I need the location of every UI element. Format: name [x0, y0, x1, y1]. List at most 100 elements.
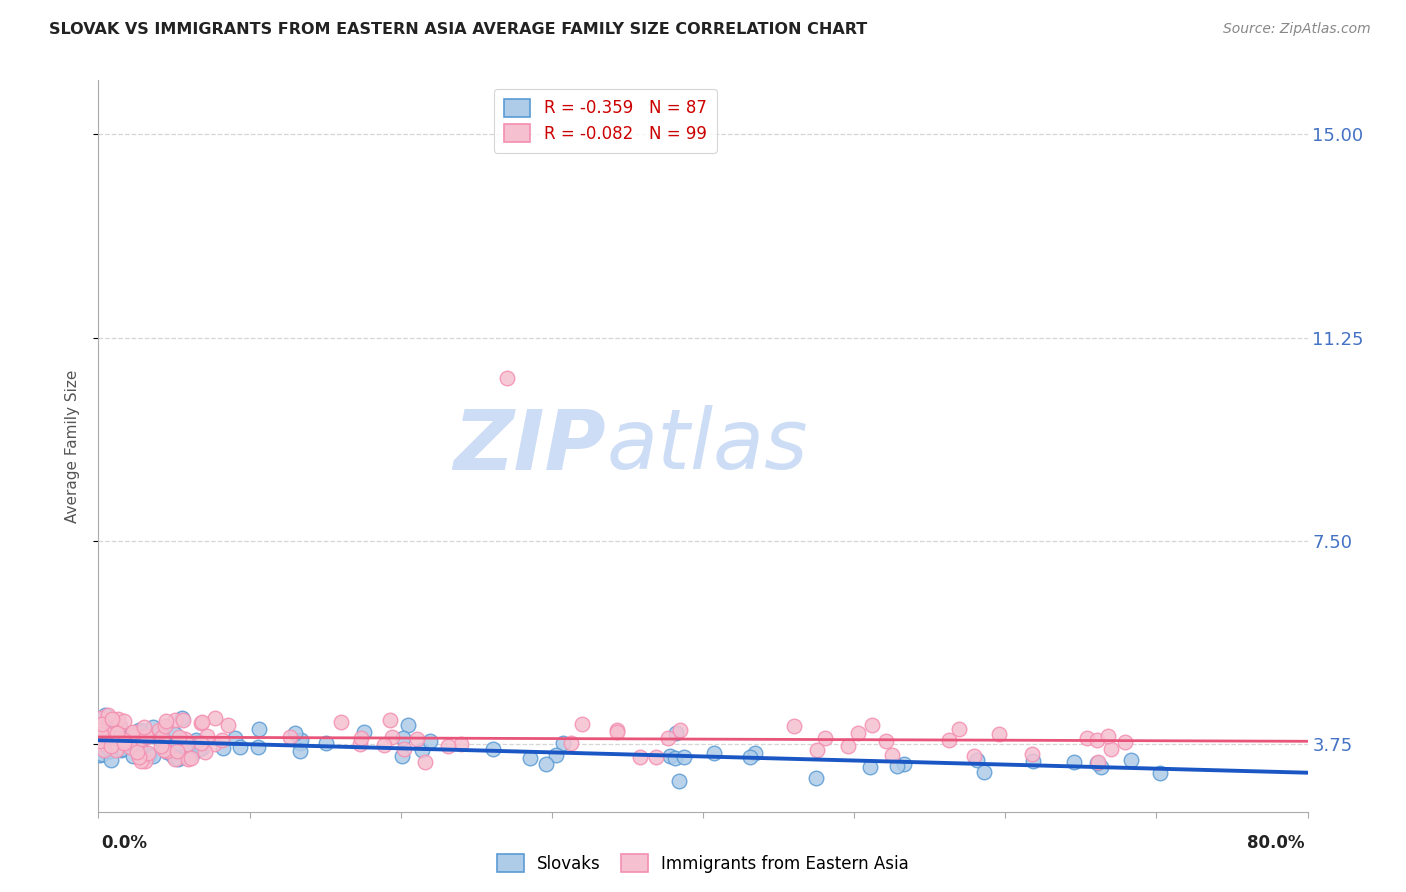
Point — [89, 733, 111, 747]
Point — [534, 757, 557, 772]
Point — [187, 742, 209, 756]
Point — [166, 739, 188, 754]
Point — [560, 736, 582, 750]
Point — [98, 734, 121, 748]
Point — [1099, 742, 1122, 756]
Point — [90, 711, 112, 725]
Legend: R = -0.359   N = 87, R = -0.082   N = 99: R = -0.359 N = 87, R = -0.082 N = 99 — [494, 88, 717, 153]
Point — [973, 764, 995, 779]
Point — [290, 732, 312, 747]
Point — [89, 737, 111, 751]
Legend: Slovaks, Immigrants from Eastern Asia: Slovaks, Immigrants from Eastern Asia — [491, 847, 915, 880]
Point — [606, 723, 628, 737]
Point — [162, 748, 184, 763]
Point — [93, 729, 115, 743]
Point — [846, 726, 869, 740]
Point — [142, 749, 165, 764]
Point — [211, 741, 233, 756]
Point — [1021, 747, 1043, 761]
Point — [1097, 729, 1119, 743]
Point — [349, 737, 371, 751]
Point — [152, 743, 174, 757]
Point — [519, 750, 541, 764]
Point — [381, 730, 404, 744]
Point — [495, 371, 517, 385]
Point — [184, 732, 207, 747]
Point — [875, 734, 897, 748]
Point — [105, 725, 128, 739]
Point — [783, 719, 806, 733]
Text: Source: ZipAtlas.com: Source: ZipAtlas.com — [1223, 22, 1371, 37]
Point — [396, 717, 419, 731]
Point — [107, 712, 129, 726]
Point — [90, 727, 112, 741]
Text: atlas: atlas — [606, 406, 808, 486]
Point — [247, 723, 270, 737]
Point — [90, 747, 112, 761]
Point — [132, 729, 155, 743]
Point — [134, 724, 156, 739]
Point — [105, 743, 128, 757]
Point — [436, 739, 458, 753]
Point — [170, 711, 193, 725]
Point — [1149, 766, 1171, 780]
Point — [98, 744, 121, 758]
Point — [1063, 755, 1085, 769]
Point — [329, 714, 352, 729]
Point — [204, 710, 226, 724]
Point — [415, 755, 437, 769]
Point — [94, 728, 117, 742]
Point — [1087, 733, 1109, 747]
Point — [391, 749, 413, 764]
Point — [482, 742, 505, 756]
Point — [190, 741, 212, 756]
Point — [176, 740, 198, 755]
Point — [571, 717, 593, 731]
Point — [136, 730, 159, 744]
Point — [181, 746, 204, 760]
Point — [125, 736, 148, 750]
Point — [96, 727, 118, 741]
Point — [89, 723, 111, 737]
Point — [882, 748, 904, 763]
Point — [103, 723, 125, 738]
Point — [156, 745, 179, 759]
Point — [100, 739, 122, 754]
Point — [806, 743, 828, 757]
Point — [664, 750, 686, 764]
Point — [173, 731, 195, 746]
Point — [125, 728, 148, 742]
Point — [93, 743, 115, 757]
Point — [167, 731, 190, 745]
Point — [122, 727, 145, 741]
Point — [278, 730, 301, 744]
Point — [645, 750, 668, 764]
Point — [353, 725, 375, 739]
Point — [229, 739, 252, 754]
Point — [149, 739, 172, 753]
Point — [738, 750, 761, 764]
Point — [150, 730, 173, 744]
Text: 80.0%: 80.0% — [1247, 834, 1305, 852]
Point — [163, 713, 186, 727]
Point — [948, 723, 970, 737]
Point — [411, 743, 433, 757]
Point — [166, 752, 188, 766]
Point — [165, 739, 187, 753]
Point — [703, 746, 725, 760]
Point — [315, 736, 337, 750]
Point — [177, 752, 200, 766]
Point — [166, 744, 188, 758]
Point — [142, 720, 165, 734]
Point — [658, 749, 681, 764]
Point — [350, 731, 373, 745]
Point — [135, 729, 157, 743]
Point — [101, 726, 124, 740]
Text: SLOVAK VS IMMIGRANTS FROM EASTERN ASIA AVERAGE FAMILY SIZE CORRELATION CHART: SLOVAK VS IMMIGRANTS FROM EASTERN ASIA A… — [49, 22, 868, 37]
Point — [668, 774, 690, 789]
Point — [290, 744, 312, 758]
Point — [110, 743, 132, 757]
Point — [89, 718, 111, 732]
Point — [1022, 754, 1045, 768]
Point — [149, 726, 172, 740]
